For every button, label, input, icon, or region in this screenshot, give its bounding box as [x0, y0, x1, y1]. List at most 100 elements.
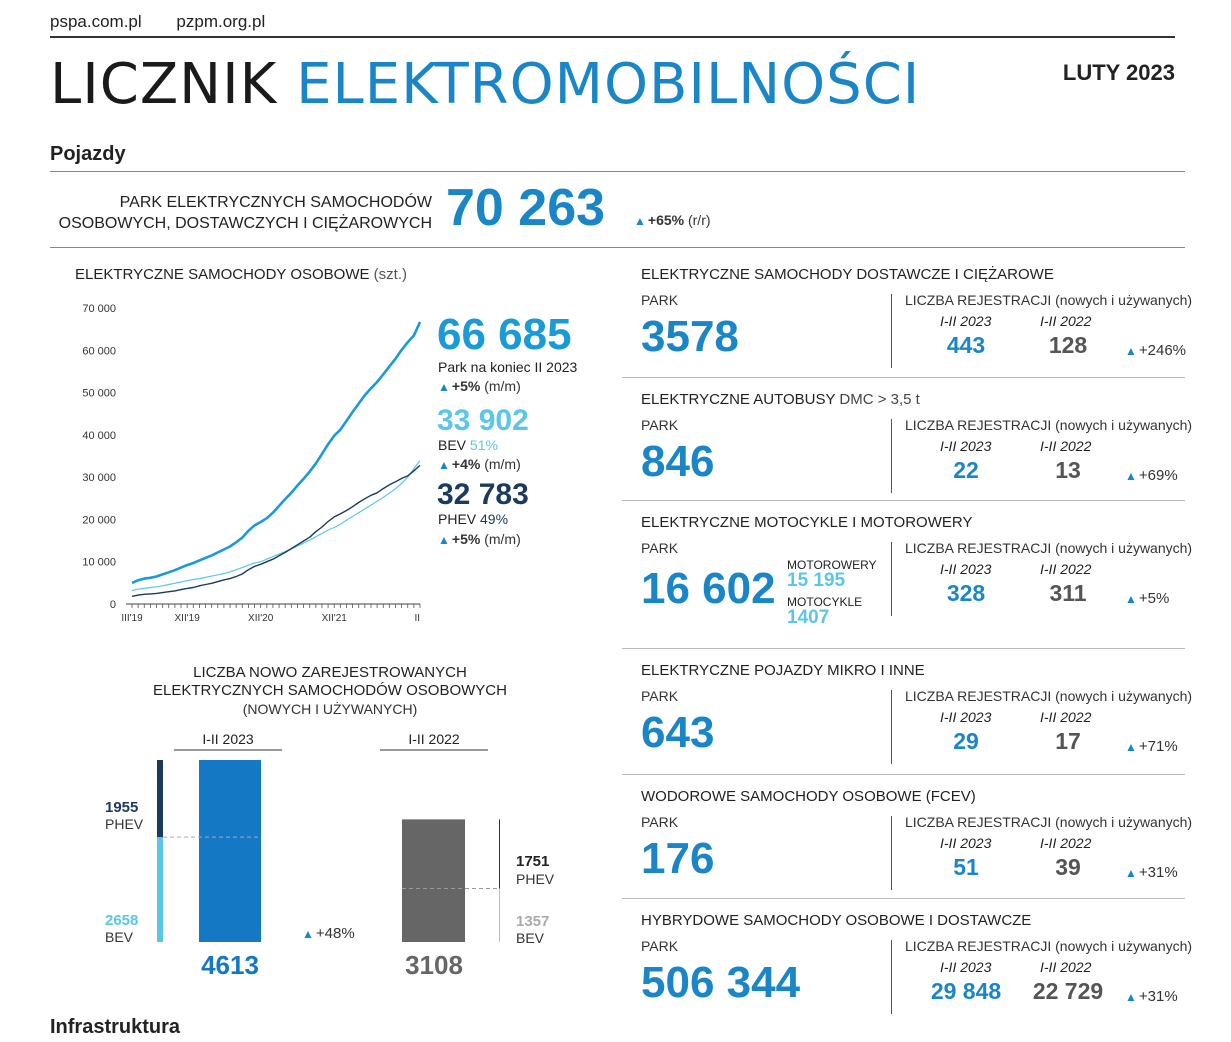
- park-value: 506 344: [641, 958, 801, 1007]
- passenger-total-change-unit: (m/m): [484, 378, 521, 394]
- category-divider: [622, 500, 1185, 501]
- park-value: 643: [641, 708, 715, 757]
- bar-2022: [402, 819, 465, 942]
- series-line-phev: [131, 464, 421, 598]
- phev-share: 49%: [480, 511, 509, 527]
- category-title: ELEKTRYCZNE MOTOCYKLE I MOTOROWERY: [641, 514, 972, 531]
- period-header: I-II 2023: [202, 731, 254, 747]
- phev-2022-value: 1751: [516, 853, 550, 870]
- park-label: PARK: [641, 688, 679, 704]
- sub2-label: MOTOCYKLE: [787, 595, 863, 609]
- category-change: ▲ +31%: [1125, 988, 1178, 1005]
- y-tick-label: 20 000: [82, 514, 116, 526]
- up-triangle-icon: ▲: [1125, 469, 1137, 483]
- park-value: 846: [641, 437, 715, 486]
- x-tick-label: XII'20: [248, 613, 274, 624]
- x-tick-label: XII'21: [322, 613, 348, 624]
- bev-label-row: BEV 51%: [438, 437, 498, 453]
- link-pspa[interactable]: pspa.com.pl: [50, 12, 142, 31]
- category-change-value: +69%: [1138, 467, 1178, 484]
- phev-label: PHEV: [438, 511, 477, 527]
- category-title: ELEKTRYCZNE POJAZDY MIKRO I INNE: [641, 662, 925, 679]
- period1-label: I-II 2023: [940, 438, 992, 454]
- up-triangle-icon: ▲: [1125, 990, 1137, 1004]
- period2-value: 17: [1055, 728, 1081, 754]
- bev-label: BEV: [438, 437, 467, 453]
- park-total-label-line1: PARK ELEKTRYCZNYCH SAMOCHODÓW: [119, 194, 432, 211]
- x-tick-label: II: [414, 613, 420, 624]
- phev-label-row: PHEV 49%: [438, 511, 508, 527]
- phev-2022-label: PHEV: [516, 871, 555, 887]
- y-tick-label: 30 000: [82, 472, 116, 484]
- phev-change-unit: (m/m): [484, 531, 521, 547]
- series-line-bev: [131, 460, 421, 592]
- category-title-text: WODOROWE SAMOCHODY OSOBOWE (FCEV): [641, 788, 976, 805]
- reg-label: LICZBA REJESTRACJI (nowych i używanych): [905, 292, 1193, 308]
- column-divider: [891, 542, 892, 616]
- up-triangle-icon: ▲: [438, 458, 450, 472]
- period2-value: 22 729: [1032, 978, 1104, 1004]
- bev-share: 51%: [469, 437, 498, 453]
- park-label: PARK: [641, 540, 679, 556]
- passenger-chart-title-text: ELEKTRYCZNE SAMOCHODY OSOBOWE: [75, 266, 370, 283]
- top-divider: [50, 36, 1175, 38]
- column-divider: [891, 816, 892, 890]
- period1-value: 22: [953, 457, 979, 483]
- page-title: LICZNIK ELEKTROMOBILNOŚCI: [50, 52, 920, 117]
- bev-change: ▲ +4% (m/m): [438, 456, 521, 472]
- bar-2023: [199, 760, 261, 942]
- reg-label: LICZBA REJESTRACJI (nowych i używanych): [905, 814, 1193, 830]
- category-title-text: ELEKTRYCZNE MOTOCYKLE I MOTOROWERY: [641, 514, 973, 531]
- park-total-change-value: +65%: [647, 212, 685, 228]
- category-title: ELEKTRYCZNE AUTOBUSY DMC > 3,5 t: [641, 391, 920, 408]
- reg-chart-title: LICZBA NOWO ZAREJESTROWANYCH ELEKTRYCZNY…: [60, 664, 600, 718]
- category-change: ▲ +71%: [1125, 738, 1178, 755]
- category-divider: [622, 898, 1185, 899]
- category-title-suffix: DMC > 3,5 t: [839, 391, 920, 408]
- period1-value: 29: [953, 728, 979, 754]
- reg-chart-title-line1: LICZBA NOWO ZAREJESTROWANYCH: [193, 664, 467, 681]
- total-2023-value: 4613: [201, 950, 259, 980]
- category-change: ▲ +5%: [1125, 590, 1169, 607]
- park-total-label: PARK ELEKTRYCZNYCH SAMOCHODÓW OSOBOWYCH,…: [50, 192, 432, 234]
- category-divider: [622, 377, 1185, 378]
- bev-value: 33 902: [437, 404, 529, 437]
- phev-2023-value: 1955: [105, 799, 139, 816]
- passenger-total-change-value: +5%: [451, 378, 481, 394]
- park-label: PARK: [641, 814, 679, 830]
- up-triangle-icon: ▲: [1125, 344, 1137, 358]
- category-title: ELEKTRYCZNE SAMOCHODY DOSTAWCZE I CIĘŻAR…: [641, 266, 1054, 283]
- phev-2023-segment: [157, 760, 163, 838]
- category-change-value: +71%: [1138, 738, 1178, 755]
- period2-label: I-II 2022: [1040, 438, 1092, 454]
- period1-label: I-II 2023: [940, 835, 992, 851]
- y-tick-label: 70 000: [82, 303, 116, 315]
- link-pzpm[interactable]: pzpm.org.pl: [176, 12, 266, 31]
- reg-label: LICZBA REJESTRACJI (nowych i używanych): [905, 688, 1193, 704]
- period1-label: I-II 2023: [940, 561, 992, 577]
- y-tick-label: 40 000: [82, 430, 116, 442]
- park-label: PARK: [641, 417, 679, 433]
- category-title: WODOROWE SAMOCHODY OSOBOWE (FCEV): [641, 788, 976, 805]
- category-change-value: +31%: [1138, 988, 1178, 1005]
- up-triangle-icon: ▲: [438, 533, 450, 547]
- category-title: HYBRYDOWE SAMOCHODY OSOBOWE I DOSTAWCZE: [641, 912, 1031, 929]
- period1-value: 29 848: [930, 978, 1002, 1004]
- category-change: ▲ +246%: [1125, 342, 1186, 359]
- section-infrastructure: Infrastruktura: [50, 1016, 181, 1038]
- passenger-line-chart: 0 10 000 20 000 30 000 40 000 50 000 60 000 70 …: [82, 303, 422, 624]
- up-triangle-icon: ▲: [1125, 866, 1137, 880]
- park-total-label-line2: OSOBOWYCH, DOSTAWCZYCH I CIĘŻAROWYCH: [58, 215, 432, 232]
- park-label: PARK: [641, 292, 679, 308]
- bev-2023-label: BEV: [105, 929, 134, 945]
- section-divider: [50, 171, 1185, 172]
- bev-change-unit: (m/m): [484, 456, 521, 472]
- park-value: 3578: [641, 312, 739, 361]
- park-value: 176: [641, 834, 715, 883]
- period2-value: 128: [1048, 332, 1088, 358]
- category-title-text: ELEKTRYCZNE POJAZDY MIKRO I INNE: [641, 662, 925, 679]
- column-divider: [891, 690, 892, 764]
- up-triangle-icon: ▲: [634, 214, 646, 228]
- series-line-park: [131, 321, 422, 585]
- section-vehicles: Pojazdy: [50, 143, 126, 165]
